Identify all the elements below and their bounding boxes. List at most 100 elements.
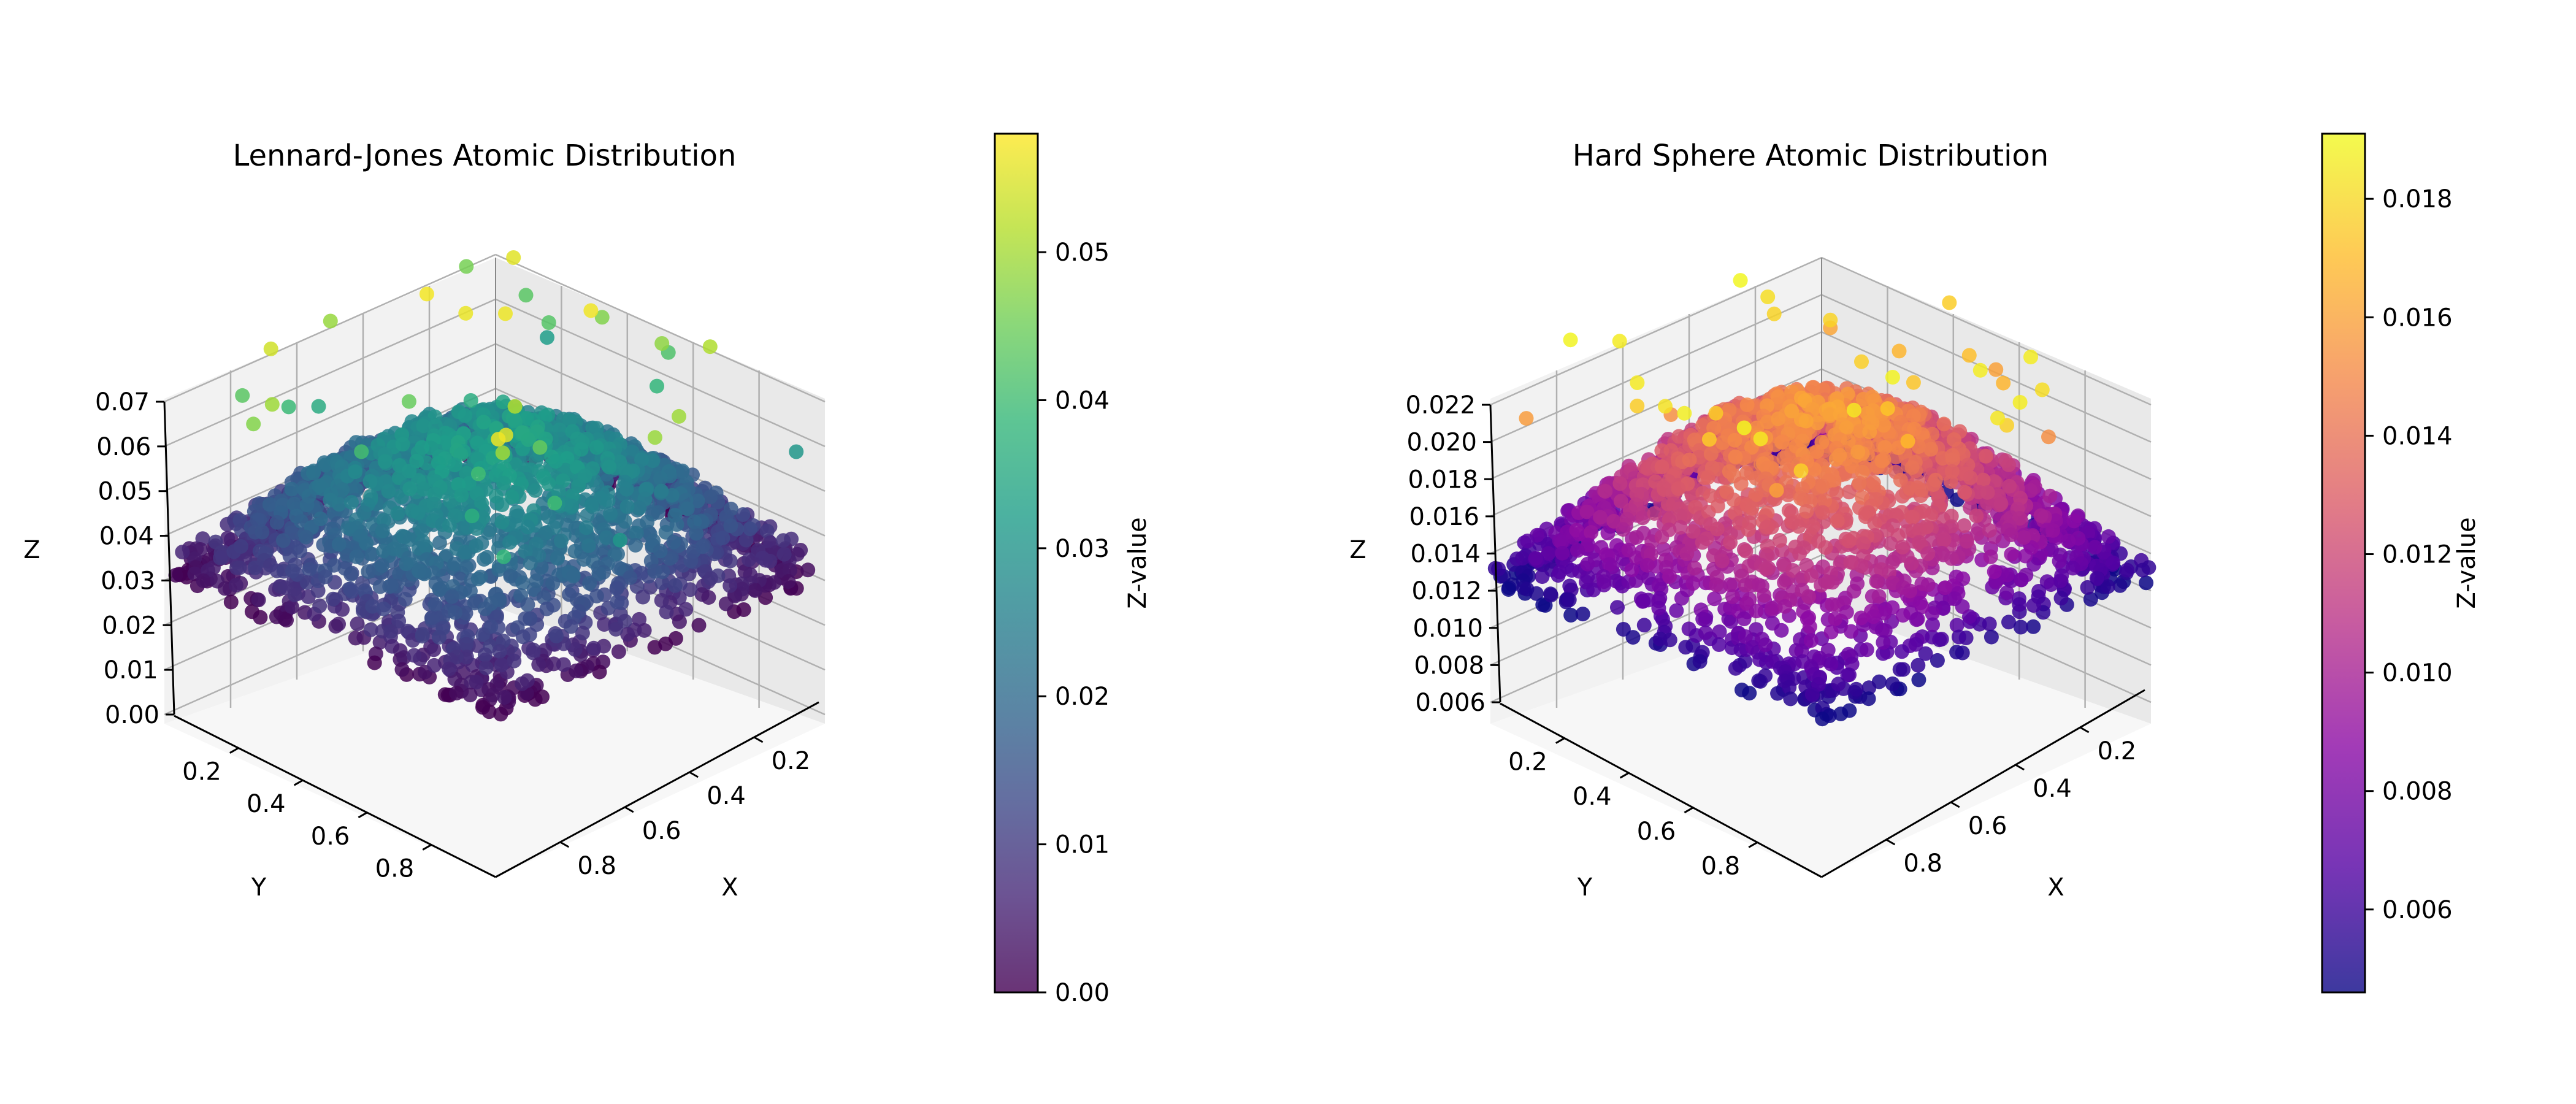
data-point — [459, 650, 474, 665]
grid-line — [1490, 256, 1822, 406]
data-point — [762, 553, 778, 569]
data-point — [1926, 477, 1941, 492]
data-point — [1628, 550, 1644, 565]
data-point — [2014, 572, 2029, 588]
z-tick-label: 0.05 — [98, 478, 153, 506]
data-point — [415, 629, 430, 644]
data-point — [444, 589, 459, 604]
data-point — [498, 306, 513, 321]
data-point — [1957, 485, 1972, 500]
data-point — [419, 286, 434, 302]
data-point — [390, 505, 405, 521]
data-point — [432, 630, 447, 645]
data-point — [196, 573, 211, 588]
data-point — [515, 629, 531, 645]
data-point — [492, 644, 507, 659]
data-point — [1846, 402, 1861, 418]
data-point — [1733, 476, 1749, 491]
data-point — [539, 601, 554, 616]
data-point — [2101, 529, 2116, 544]
data-point — [1647, 506, 1662, 521]
data-point — [496, 394, 511, 410]
data-point — [540, 330, 554, 345]
data-point — [1979, 448, 1994, 464]
data-point — [1999, 567, 2015, 583]
data-point — [2087, 540, 2103, 555]
data-point — [1923, 508, 1939, 523]
data-point — [1781, 487, 1796, 502]
data-point — [2083, 592, 2098, 607]
data-point — [263, 341, 278, 356]
data-point — [1624, 562, 1639, 578]
data-point — [1520, 534, 1535, 548]
data-point — [402, 481, 418, 496]
floor-pane — [1490, 607, 2151, 877]
data-point — [1815, 505, 1830, 520]
data-point — [515, 575, 531, 591]
data-point — [1806, 462, 1822, 477]
data-point — [1999, 585, 2015, 600]
data-point — [195, 531, 210, 546]
data-point — [1924, 532, 1939, 548]
data-point — [703, 489, 718, 505]
data-point — [1563, 332, 1578, 348]
data-point — [669, 517, 684, 532]
data-point — [600, 493, 616, 508]
data-point — [2001, 457, 2016, 472]
data-point — [691, 618, 707, 633]
data-point — [1529, 586, 1544, 601]
x-tick — [689, 771, 699, 778]
data-point — [494, 497, 510, 513]
data-point — [526, 645, 541, 661]
data-point — [1610, 600, 1625, 615]
data-point — [1854, 354, 1869, 369]
x-tick-label: 0.6 — [642, 817, 681, 845]
x-axis-label: X — [721, 873, 738, 902]
grid-line — [164, 343, 496, 492]
data-point — [1654, 529, 1669, 545]
data-point — [1957, 518, 1972, 533]
data-point — [298, 529, 313, 545]
data-point — [654, 336, 670, 351]
data-point — [2045, 523, 2060, 538]
data-point — [1629, 530, 1644, 545]
data-point — [1877, 440, 1893, 455]
data-point — [326, 591, 341, 607]
data-point — [548, 454, 563, 469]
data-point — [1923, 442, 1939, 457]
data-point — [2026, 598, 2041, 613]
data-point — [1515, 551, 1530, 566]
data-point — [619, 481, 634, 497]
data-point — [2039, 574, 2055, 589]
data-point — [654, 593, 669, 608]
data-point — [523, 556, 538, 570]
data-point — [1798, 413, 1814, 429]
data-point — [414, 523, 429, 539]
data-point — [275, 533, 291, 548]
data-point — [1823, 312, 1838, 328]
data-point — [506, 250, 521, 265]
colorbar: 0.000.010.020.030.040.05 Z-value — [994, 132, 1152, 1007]
data-point — [251, 592, 266, 608]
data-point — [1715, 435, 1730, 450]
data-point — [361, 564, 376, 579]
data-point — [1829, 485, 1844, 500]
data-point — [2012, 597, 2027, 612]
data-point — [459, 637, 474, 652]
z-tick-label: 0.04 — [99, 523, 154, 551]
data-point — [1685, 576, 1701, 591]
data-point — [1682, 452, 1697, 467]
data-point — [758, 590, 773, 605]
data-point — [1799, 504, 1814, 519]
data-point — [1963, 470, 1978, 485]
data-point — [246, 416, 261, 432]
data-point — [1759, 519, 1774, 535]
data-point — [1630, 398, 1645, 413]
data-point — [1850, 444, 1866, 459]
data-point — [520, 597, 535, 612]
data-point — [591, 566, 607, 581]
data-point — [1895, 540, 1910, 554]
data-point — [1862, 424, 1877, 440]
x-axis-line — [495, 701, 819, 878]
data-point — [1791, 519, 1806, 534]
